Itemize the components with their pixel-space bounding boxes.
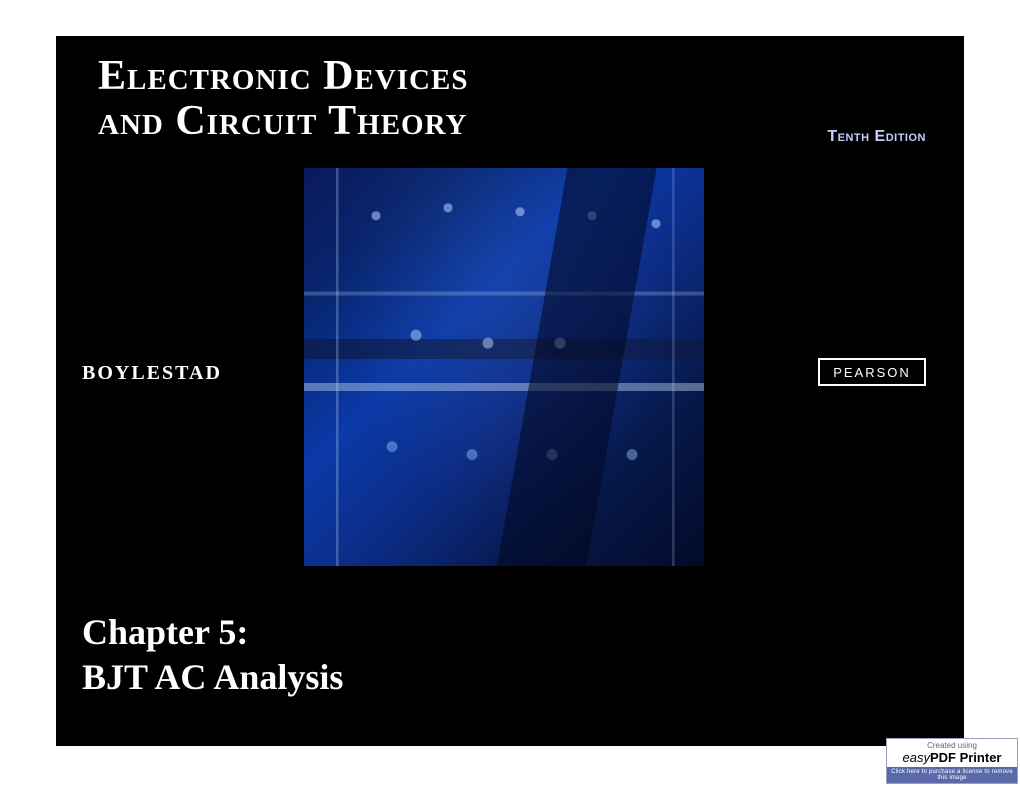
book-title-line1: Electronic Devices: [98, 54, 468, 99]
edition-label: Tenth Edition: [827, 128, 926, 146]
chapter-heading: Chapter 5: BJT AC Analysis: [82, 610, 343, 700]
circuit-board-image: [304, 168, 704, 566]
book-title-line2: and Circuit Theory: [98, 99, 468, 144]
chapter-line1: Chapter 5:: [82, 610, 343, 655]
watermark-bottom-text: Click here to purchase a license to remo…: [887, 767, 1017, 783]
watermark-top-text: Created using: [887, 739, 1017, 750]
author-name: BOYLESTAD: [82, 362, 222, 385]
watermark-brand-pdf: PDF: [930, 750, 956, 765]
book-title: Electronic Devices and Circuit Theory: [98, 54, 468, 143]
watermark-brand-printer: Printer: [956, 750, 1002, 765]
pdf-printer-watermark[interactable]: Created using easyPDF Printer Click here…: [886, 738, 1018, 784]
publisher-badge: PEARSON: [818, 358, 926, 386]
book-cover-area: Electronic Devices and Circuit Theory Te…: [56, 36, 964, 568]
watermark-brand-easy: easy: [903, 750, 930, 765]
slide: Electronic Devices and Circuit Theory Te…: [56, 36, 964, 746]
publisher-text: PEARSON: [833, 365, 911, 380]
chapter-line2: BJT AC Analysis: [82, 655, 343, 700]
watermark-brand: easyPDF Printer: [887, 750, 1017, 767]
